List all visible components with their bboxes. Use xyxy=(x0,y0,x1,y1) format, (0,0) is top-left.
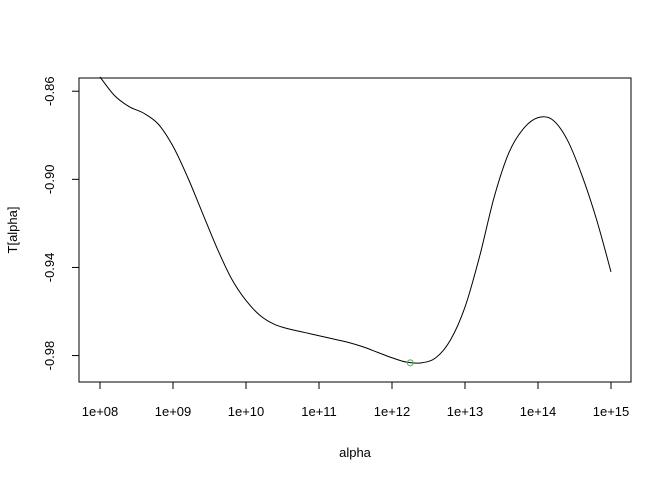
x-axis-title: alpha xyxy=(339,445,372,460)
y-tick-label: -0.98 xyxy=(42,341,57,371)
y-axis-title: T[alpha] xyxy=(5,207,20,254)
x-tick-label: 1e+09 xyxy=(155,404,192,419)
x-axis: 1e+08 1e+09 1e+10 1e+11 1e+12 1e+13 1e+14 1e+15 xyxy=(82,382,630,419)
x-tick-label: 1e+13 xyxy=(447,404,484,419)
x-tick-label: 1e+15 xyxy=(593,404,630,419)
x-tick-label: 1e+08 xyxy=(82,404,119,419)
y-axis: -0.86 -0.90 -0.94 -0.98 xyxy=(42,76,79,370)
plot-frame xyxy=(79,78,631,382)
series-layer xyxy=(100,77,611,363)
x-tick-label: 1e+14 xyxy=(520,404,557,419)
x-ticks: 1e+08 1e+09 1e+10 1e+11 1e+12 1e+13 1e+14 1e+15 xyxy=(82,382,630,419)
y-tick-label: -0.90 xyxy=(42,165,57,195)
y-tick-label: -0.94 xyxy=(42,253,57,283)
x-tick-label: 1e+12 xyxy=(374,404,411,419)
series-line-t-alpha- xyxy=(100,77,611,363)
y-ticks: -0.86 -0.90 -0.94 -0.98 xyxy=(42,76,79,370)
x-tick-label: 1e+11 xyxy=(301,404,337,419)
y-tick-label: -0.86 xyxy=(42,76,57,106)
x-tick-label: 1e+10 xyxy=(228,404,265,419)
